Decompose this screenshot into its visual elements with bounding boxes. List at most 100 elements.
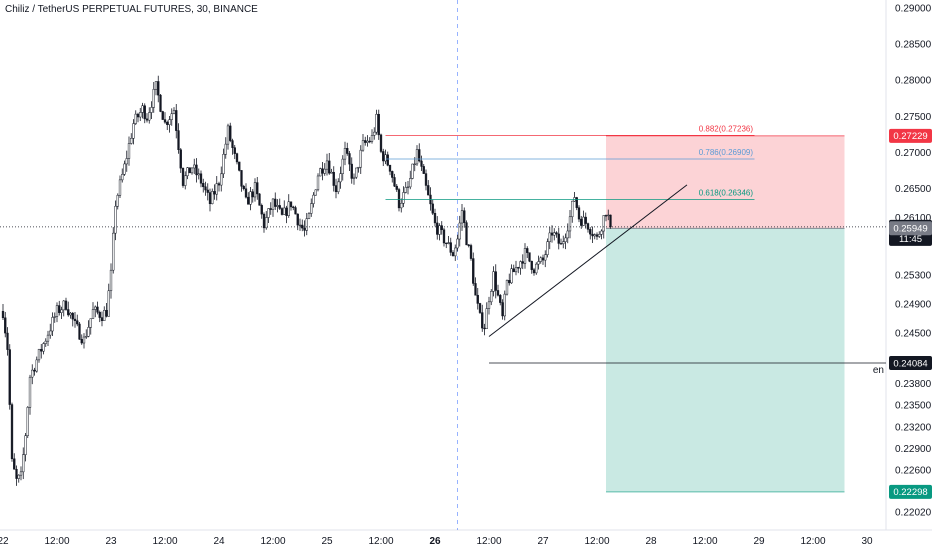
trendline[interactable] xyxy=(488,184,688,337)
candle-up xyxy=(152,88,155,108)
candle-up xyxy=(44,340,47,344)
candle-up xyxy=(535,263,538,274)
candle-up xyxy=(46,334,50,342)
fib-level-label-0.882: 0.882(0.27236) xyxy=(699,124,754,133)
candle-down xyxy=(436,222,439,235)
candle-up xyxy=(370,135,374,142)
candle-up xyxy=(337,181,340,193)
candle-up xyxy=(91,309,95,319)
take-profit-zone[interactable] xyxy=(606,228,845,492)
candle-up xyxy=(283,207,286,215)
price-tick-label: 0.22600 xyxy=(895,466,932,477)
candle-up xyxy=(447,242,450,244)
price-tick-label: 0.24900 xyxy=(895,300,932,311)
candle-down xyxy=(96,306,99,313)
candle-down xyxy=(166,121,169,125)
candle-down xyxy=(105,310,108,317)
candle-down xyxy=(262,213,266,229)
candle-down xyxy=(449,242,452,253)
candle-down xyxy=(517,267,520,269)
candle-up xyxy=(341,158,344,174)
candle-up xyxy=(598,234,601,237)
candle-up xyxy=(125,158,128,165)
candle-down xyxy=(550,232,554,236)
candle-down xyxy=(577,207,581,220)
candle-up xyxy=(130,138,133,144)
candle-down xyxy=(181,167,185,186)
candle-down xyxy=(584,216,587,224)
candle-down xyxy=(202,183,205,188)
price-tag-label: 0.25949 xyxy=(893,224,927,235)
candle-down xyxy=(10,404,14,460)
candle-up xyxy=(28,376,32,408)
stop-loss-zone[interactable] xyxy=(606,135,845,229)
position-tool[interactable] xyxy=(606,135,845,493)
plot-background xyxy=(0,0,932,531)
candle-up xyxy=(287,201,290,216)
candle-down xyxy=(280,208,284,215)
candle-up xyxy=(339,173,342,183)
candle-up xyxy=(220,173,223,186)
candle-up xyxy=(487,301,491,309)
candle-down xyxy=(395,185,398,190)
candle-up xyxy=(114,205,117,234)
candle-down xyxy=(481,312,484,329)
price-tick-label: 0.25300 xyxy=(895,271,932,282)
candle-up xyxy=(600,230,603,235)
candle-up xyxy=(82,336,86,344)
price-tag xyxy=(889,128,932,143)
candle-down xyxy=(393,177,396,187)
candle-up xyxy=(404,187,407,193)
candle-up xyxy=(568,216,572,232)
candle-down xyxy=(591,233,594,237)
candle-down xyxy=(463,210,466,223)
candle-down xyxy=(526,248,529,253)
candle-down xyxy=(256,182,259,195)
price-tick-label: 0.29000 xyxy=(895,4,932,15)
candle-down xyxy=(278,205,281,209)
candle-up xyxy=(211,191,214,205)
time-axis[interactable]: 22 12:00 23 12:00 24 12:00 25 12:00 26 12:00 27 12:… xyxy=(0,536,873,547)
candle-up xyxy=(53,316,56,318)
candle-down xyxy=(424,173,428,186)
candle-down xyxy=(382,151,385,162)
candle-up xyxy=(503,293,506,317)
time-tick-label: 12:00 xyxy=(260,536,285,547)
candle-down xyxy=(451,252,455,257)
price-axis[interactable]: 0.29000 0.28500 0.28000 0.27500 0.27000 0.265… xyxy=(889,4,932,519)
candle-down xyxy=(238,161,241,171)
candle-down xyxy=(292,206,295,208)
candle-up xyxy=(307,213,311,219)
candle-down xyxy=(301,224,304,229)
candle-down xyxy=(431,203,434,214)
candle-down xyxy=(555,232,558,235)
candle-down xyxy=(163,119,167,123)
candle-up xyxy=(150,107,153,113)
candle-down xyxy=(229,125,232,141)
candle-down xyxy=(199,173,203,184)
candle-up xyxy=(154,81,158,90)
candle-up xyxy=(373,131,376,136)
candle-up xyxy=(116,195,119,207)
candle-up xyxy=(400,203,403,209)
candle-up xyxy=(548,232,551,242)
candle-up xyxy=(123,163,126,175)
candle-down xyxy=(296,213,299,226)
candle-down xyxy=(73,318,77,321)
candle-down xyxy=(580,218,583,226)
candle-up xyxy=(357,166,360,169)
candle-up xyxy=(103,310,106,321)
candle-up xyxy=(51,317,54,332)
price-tag xyxy=(889,221,932,236)
fib-level-label-0.786: 0.786(0.26909) xyxy=(699,148,754,157)
candle-up xyxy=(582,216,585,226)
drawings[interactable]: 0.882(0.27236) 0.786(0.26909) 0.618(0.2634… xyxy=(0,124,886,376)
candle-up xyxy=(69,312,72,316)
candle-up xyxy=(224,143,227,155)
candle-down xyxy=(465,222,468,246)
candle-up xyxy=(564,237,567,242)
candle-down xyxy=(334,185,338,193)
candle-up xyxy=(566,230,569,239)
candle-up xyxy=(343,148,347,160)
